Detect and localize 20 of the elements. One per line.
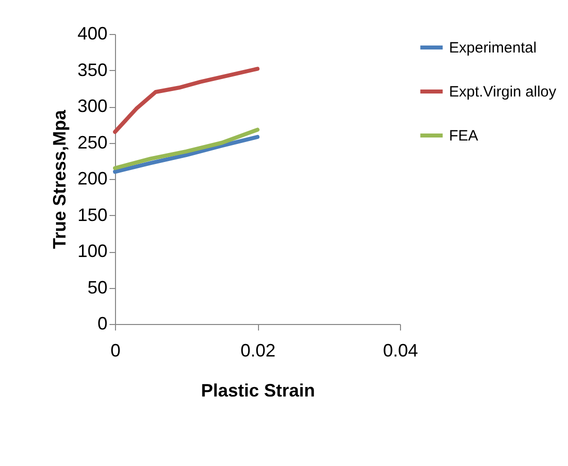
line-series: [113, 128, 260, 170]
y-tick-label: 150: [77, 204, 108, 225]
y-tick-label: 300: [77, 96, 108, 116]
y-tick-label: 350: [77, 60, 108, 80]
line-series: [113, 134, 260, 174]
y-tick-label: 100: [77, 241, 108, 261]
y-tick-label: 400: [77, 24, 108, 44]
y-axis-title: True Stress,Mpa: [49, 108, 70, 250]
x-tick-label: 0: [110, 340, 121, 360]
x-tick-label: 0.02: [240, 340, 276, 360]
line-series: [113, 66, 260, 134]
y-tick-label: 200: [77, 168, 108, 188]
legend-label: FEA: [449, 128, 478, 144]
legend-label: Expt.Virgin alloy: [449, 84, 557, 100]
x-axis-title: Plastic Strain: [200, 380, 316, 400]
y-tick-label: 0: [97, 314, 108, 334]
x-tick-label: 0.04: [382, 340, 418, 360]
y-tick-label: 250: [77, 132, 108, 152]
y-tick-label: 50: [87, 277, 108, 298]
legend-label: Experimental: [449, 40, 537, 56]
